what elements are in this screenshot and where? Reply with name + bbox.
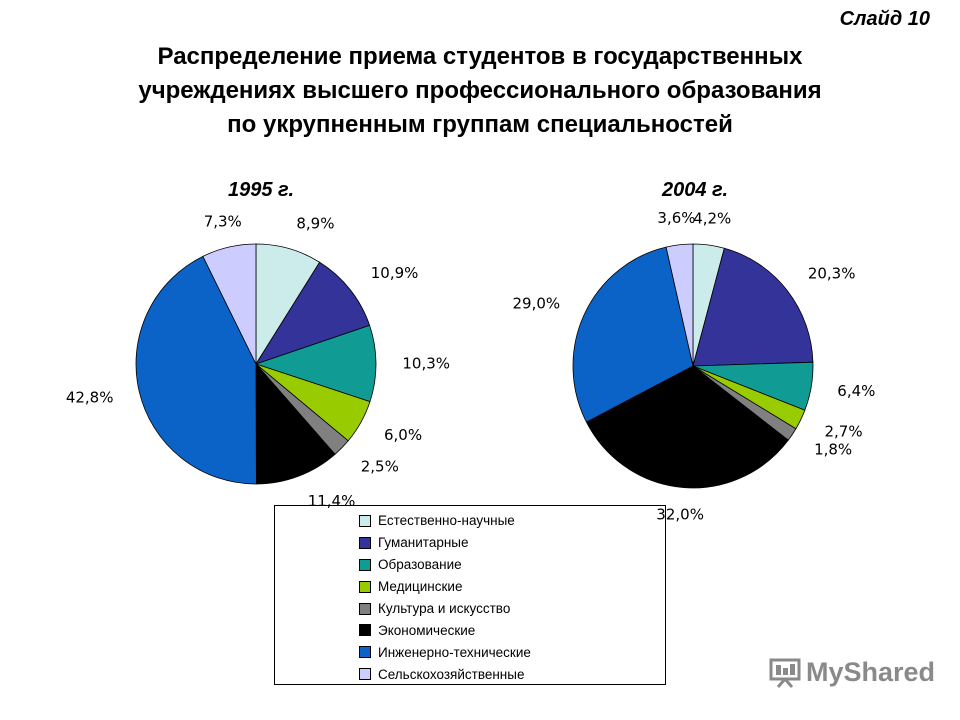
legend-label: Инженерно-технические: [378, 644, 531, 660]
data-label-2004-2: 6,4%: [837, 382, 875, 400]
legend-item-culture-arts: Культура и искусство: [359, 598, 665, 620]
pie-slice-2004-1: [692, 247, 814, 367]
legend-label: Естественно-научные: [378, 513, 515, 529]
chart-legend: Естественно-научные Гуманитарные Образов…: [274, 505, 666, 685]
data-label-2004-7: 3,6%: [657, 209, 695, 227]
legend-swatch: [359, 646, 371, 659]
slide-title: Распределение приема студентов в государ…: [40, 40, 920, 142]
data-label-2004-6: 29,0%: [512, 294, 560, 312]
data-label-1995-3: 6,0%: [384, 426, 422, 444]
legend-item-natural-sciences: Естественно-научные: [359, 510, 665, 532]
legend-item-agriculture: Сельскохозяйственные: [359, 663, 665, 685]
data-label-1995-7: 7,3%: [204, 212, 242, 230]
legend-label: Экономические: [378, 622, 476, 638]
pie-slice-1995-6: [135, 255, 257, 485]
legend-label: Сельскохозяйственные: [378, 666, 525, 682]
legend-item-engineering: Инженерно-технические: [359, 641, 665, 663]
data-label-2004-3: 2,7%: [824, 422, 862, 440]
legend-item-education: Образование: [359, 554, 665, 576]
pie-slice-2004-6: [572, 246, 694, 423]
data-label-1995-1: 10,9%: [371, 264, 419, 282]
data-label-1995-0: 8,9%: [296, 214, 334, 232]
legend-swatch: [359, 602, 371, 615]
pie-slice-2004-5: [585, 365, 789, 489]
pie-slice-2004-7: [665, 243, 694, 367]
legend-label: Образование: [378, 557, 462, 573]
slide-number: Слайд 10: [839, 8, 930, 30]
legend-swatch: [359, 624, 371, 637]
data-label-2004-4: 1,8%: [814, 441, 852, 459]
legend-swatch: [359, 668, 371, 681]
title-line-1: Распределение приема студентов в государ…: [157, 43, 803, 70]
data-label-1995-6: 42,8%: [66, 388, 114, 406]
chart-2004-title: 2004 г.: [662, 179, 729, 201]
pie-chart-1995: 8,9%10,9%10,3%6,0%2,5%11,4%42,8%7,3%: [66, 212, 450, 510]
pie-slice-1995-2: [254, 324, 377, 403]
legend-item-humanities: Гуманитарные: [359, 532, 665, 554]
chart-1995-title: 1995 г.: [228, 179, 295, 201]
legend-swatch: [359, 514, 371, 527]
data-label-2004-0: 4,2%: [693, 209, 731, 227]
watermark-text: MyShared: [806, 656, 936, 687]
title-line-3: по укрупненным группам специальностей: [227, 111, 733, 138]
data-label-1995-4: 2,5%: [361, 457, 399, 475]
legend-label: Культура и искусство: [378, 601, 511, 616]
legend-item-medical: Медицинские: [359, 576, 665, 598]
presentation-board-icon: [769, 658, 801, 688]
pie-slice-1995-7: [202, 243, 257, 365]
legend-item-economics: Экономические: [359, 619, 665, 641]
data-label-2004-1: 20,3%: [808, 265, 856, 283]
pie-chart-2004: 4,2% 20,3% 6,4% 2,7%1,8% 32,0% 29,0% 3,6%: [512, 209, 875, 523]
legend-label: Гуманитарные: [378, 535, 469, 551]
legend-swatch: [359, 558, 371, 571]
pie-slice-1995-1: [255, 261, 371, 365]
legend-label: Медицинские: [378, 579, 463, 595]
legend-swatch: [359, 536, 371, 549]
title-line-2: учреждениях высшего профессионального об…: [138, 77, 822, 104]
pie-slice-1995-5: [255, 362, 336, 485]
data-label-1995-2: 10,3%: [402, 354, 450, 372]
watermark: MyShared: [768, 655, 935, 689]
data-label-2004-5: 32,0%: [656, 505, 704, 523]
legend-swatch: [359, 580, 371, 593]
